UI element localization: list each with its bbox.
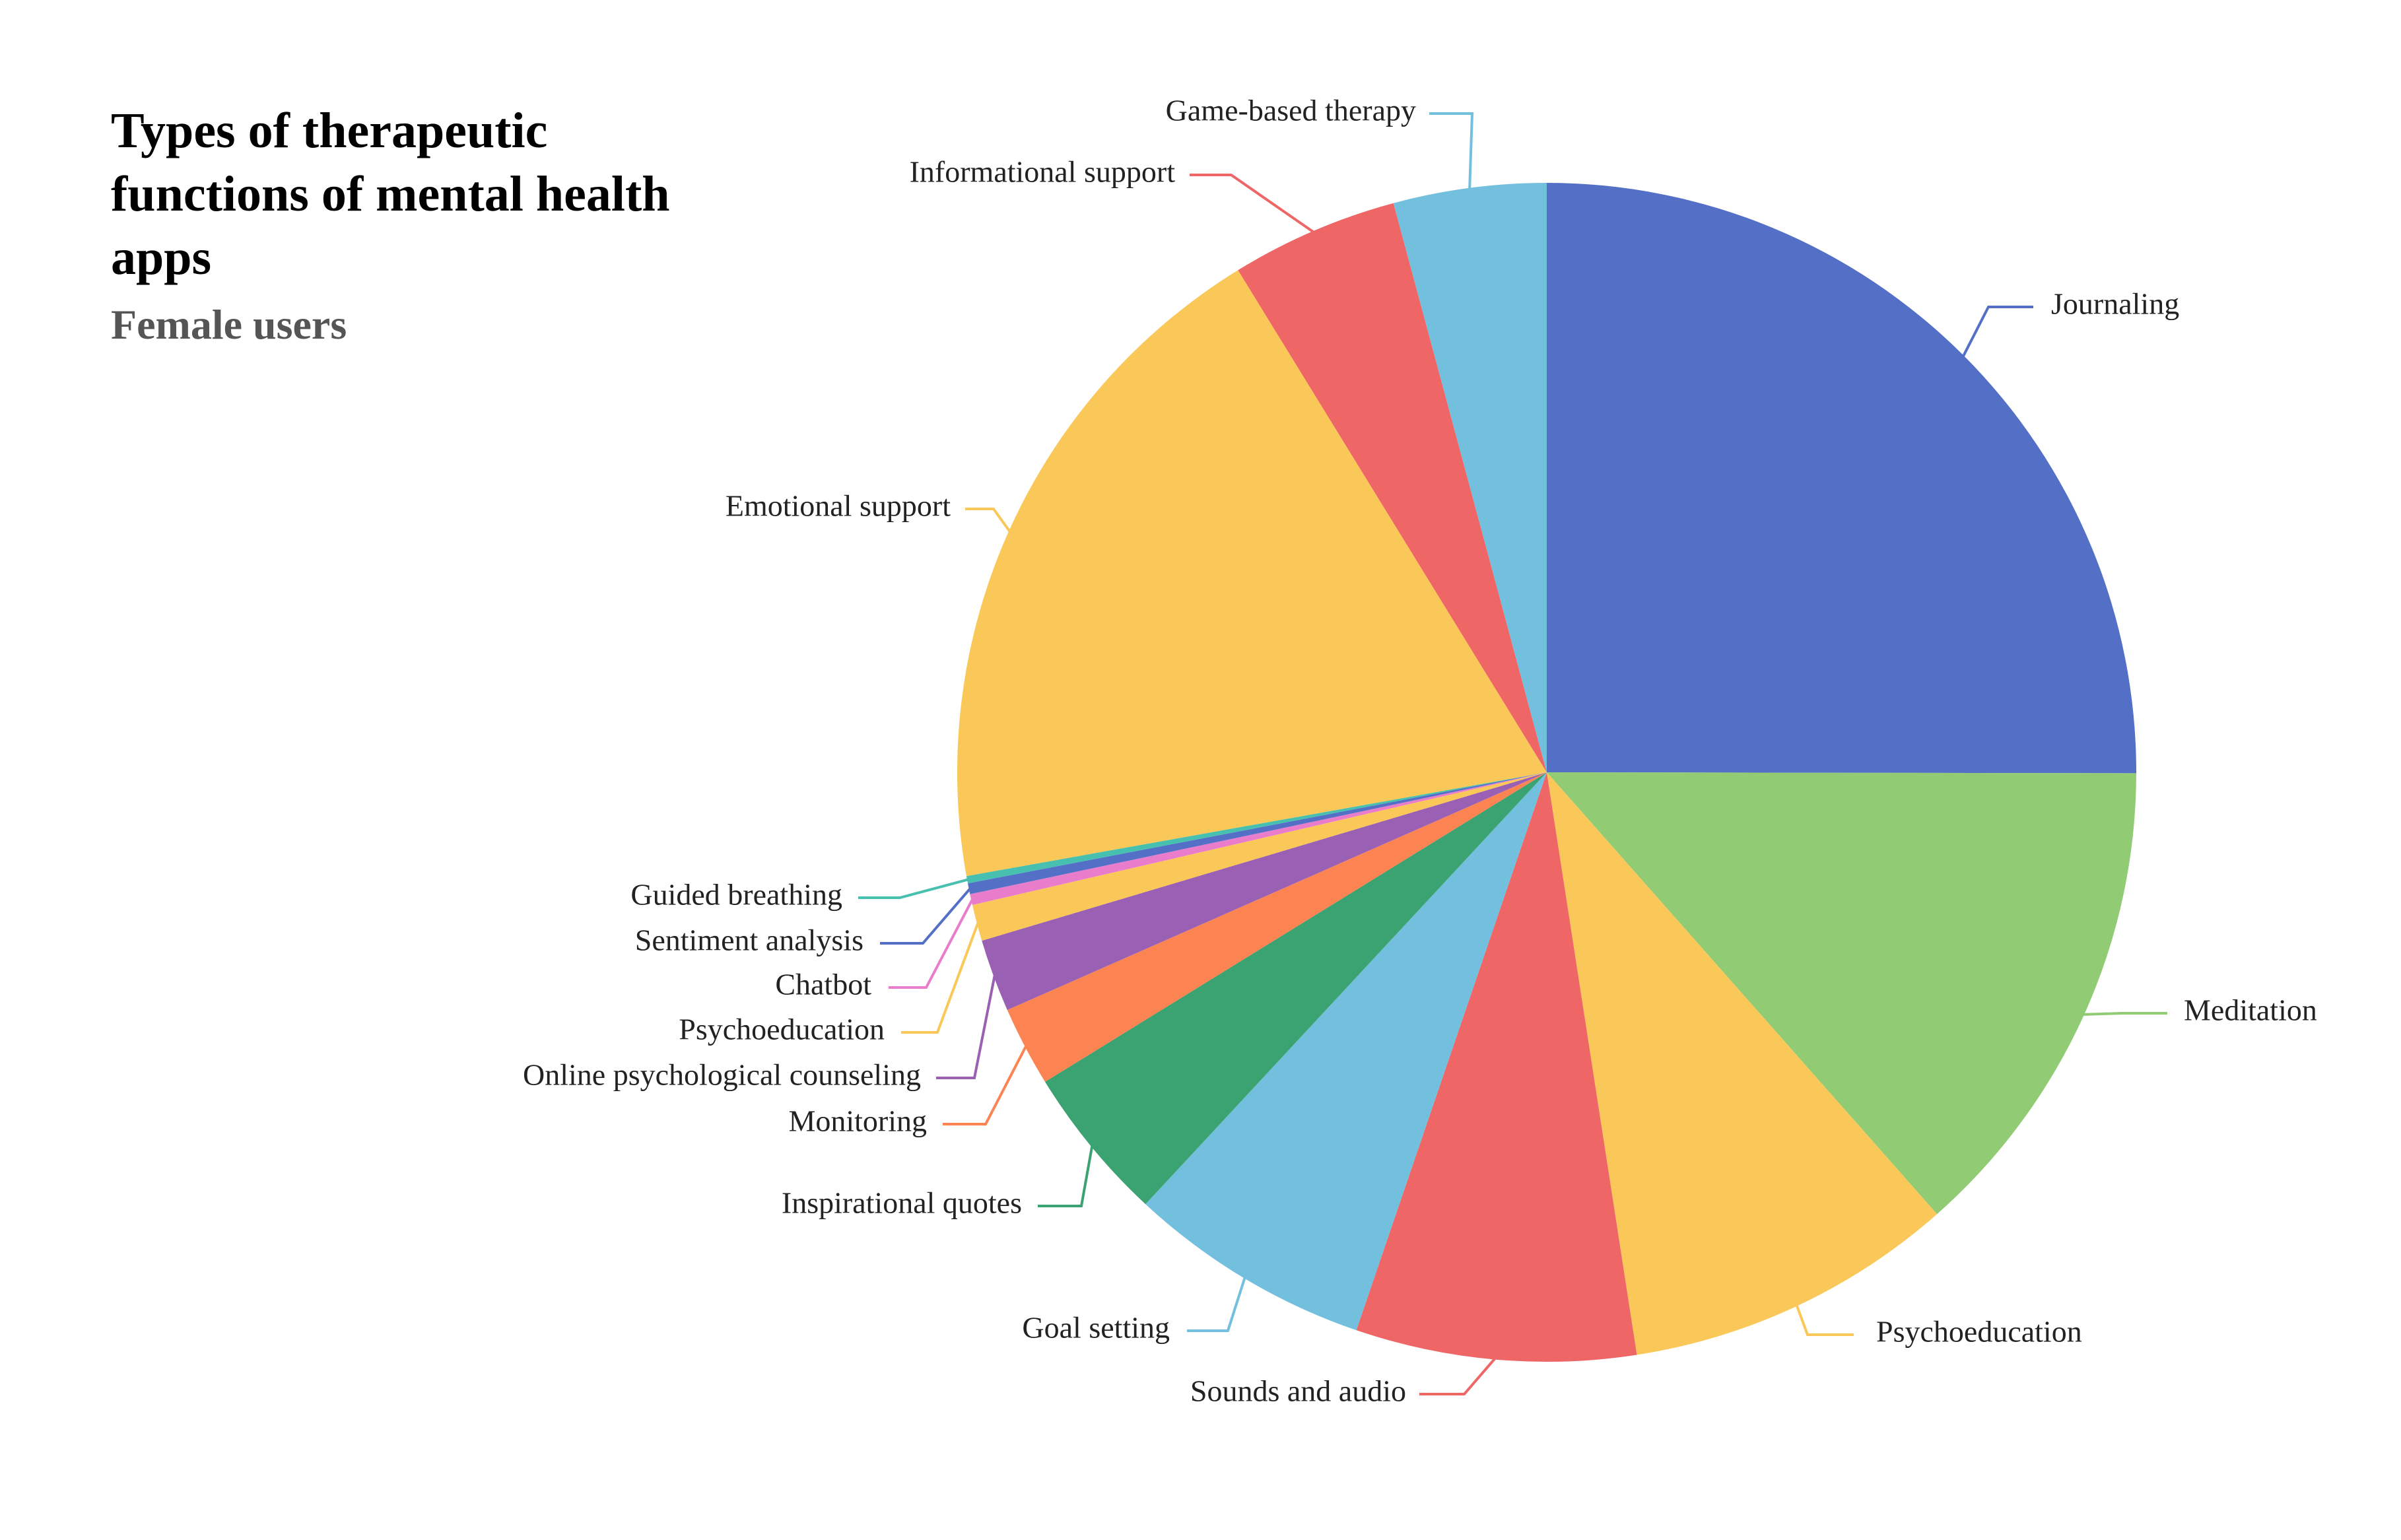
chart-title: Types of therapeutic functions of mental… xyxy=(111,103,670,285)
leader-line-sentiment-analysis-10 xyxy=(880,887,972,945)
leader-line-game-based-therapy-14 xyxy=(1429,112,1474,189)
leader-line-monitoring-6 xyxy=(943,1045,1028,1125)
chart-subtitle: Female users xyxy=(111,301,347,348)
leader-line-sounds-and-audio-3 xyxy=(1419,1357,1497,1395)
slice-label-meditation-1: Meditation xyxy=(2184,993,2317,1027)
slice-label-sentiment-analysis-10: Sentiment analysis xyxy=(635,923,863,957)
slice-label-goal-setting-4: Goal setting xyxy=(1022,1311,1170,1345)
pie-slice-psychoeducation-2 xyxy=(1547,772,1938,1355)
leader-line-psychoeducation-8 xyxy=(901,921,980,1034)
slice-label-online-psychological-counseling-7: Online psychological counseling xyxy=(523,1058,921,1092)
leader-line-inspirational-quotes-5 xyxy=(1038,1145,1094,1207)
slice-label-monitoring-6: Monitoring xyxy=(788,1104,927,1138)
slice-label-guided-breathing-11: Guided breathing xyxy=(630,878,842,912)
pie-slice-psychoeducation-8 xyxy=(972,772,1547,941)
slice-label-chatbot-9: Chatbot xyxy=(775,968,871,1001)
pie-slice-emotional-support-12 xyxy=(957,270,1547,877)
pie-slices xyxy=(957,183,2136,1362)
leader-line-online-psychological-counseling-7 xyxy=(936,975,996,1079)
pie-slice-meditation-1 xyxy=(1547,772,2136,1215)
pie-slice-chatbot-9 xyxy=(970,772,1547,906)
pie-slice-sounds-and-audio-3 xyxy=(1356,772,1637,1362)
pie-slice-guided-breathing-11 xyxy=(966,772,1547,884)
pie-slice-online-psychological-counseling-7 xyxy=(982,772,1547,1011)
leader-line-meditation-1 xyxy=(2082,1012,2167,1016)
leader-line-chatbot-9 xyxy=(889,898,974,989)
title-block: Types of therapeutic functions of mental… xyxy=(111,99,705,351)
slice-label-journaling-0: Journaling xyxy=(2051,287,2179,321)
leader-line-goal-setting-4 xyxy=(1187,1277,1246,1332)
leader-line-guided-breathing-11 xyxy=(858,878,969,899)
slice-label-psychoeducation-2: Psychoeducation xyxy=(1876,1315,2082,1349)
slice-label-emotional-support-12: Emotional support xyxy=(726,489,951,523)
slice-label-inspirational-quotes-5: Inspirational quotes xyxy=(782,1186,1022,1220)
pie-labels: Journaling Meditation Psychoeducation Sound… xyxy=(523,94,2317,1408)
pie-slice-sentiment-analysis-10 xyxy=(967,772,1547,894)
pie-slice-journaling-0 xyxy=(1547,183,2136,774)
slice-label-informational-support-13: Informational support xyxy=(910,155,1176,189)
pie-slice-goal-setting-4 xyxy=(1145,772,1547,1331)
slice-label-psychoeducation-8: Psychoeducation xyxy=(679,1013,885,1046)
pie-slice-monitoring-6 xyxy=(1007,772,1547,1082)
leader-line-psychoeducation-2 xyxy=(1795,1304,1854,1336)
pie-slice-game-based-therapy-14 xyxy=(1393,183,1547,772)
leader-line-informational-support-13 xyxy=(1190,174,1315,234)
slice-label-game-based-therapy-14: Game-based therapy xyxy=(1166,94,1416,127)
pie-slice-inspirational-quotes-5 xyxy=(1045,772,1547,1205)
leader-line-journaling-0 xyxy=(1961,306,2033,358)
leader-line-emotional-support-12 xyxy=(965,508,1011,533)
slice-label-sounds-and-audio-3: Sounds and audio xyxy=(1190,1374,1406,1408)
pie-slice-informational-support-13 xyxy=(1238,203,1547,773)
